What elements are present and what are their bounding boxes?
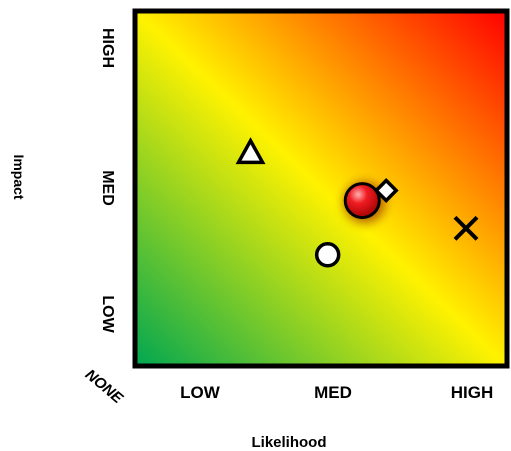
y-tick-labels: HIGH MED LOW xyxy=(99,28,116,334)
data-point-circle-large xyxy=(343,181,386,224)
plot-frame xyxy=(132,8,510,369)
risk-gradient-background xyxy=(135,11,507,366)
x-tick-high: HIGH xyxy=(451,383,494,402)
x-tick-med: MED xyxy=(314,383,352,402)
y-tick-low: LOW xyxy=(99,295,116,333)
x-axis-title: Likelihood xyxy=(252,434,327,451)
y-tick-med: MED xyxy=(99,170,116,206)
data-point-x xyxy=(453,215,479,241)
data-point-diamond xyxy=(373,178,399,203)
x-tick-labels: LOW MED HIGH xyxy=(180,383,493,402)
y-axis-title: Impact xyxy=(11,154,27,199)
data-point-circle xyxy=(314,242,341,268)
origin-label: NONE xyxy=(82,366,127,408)
x-tick-low: LOW xyxy=(180,383,221,402)
data-points xyxy=(235,137,479,268)
data-point-triangle xyxy=(235,137,266,165)
y-tick-high: HIGH xyxy=(99,28,116,68)
